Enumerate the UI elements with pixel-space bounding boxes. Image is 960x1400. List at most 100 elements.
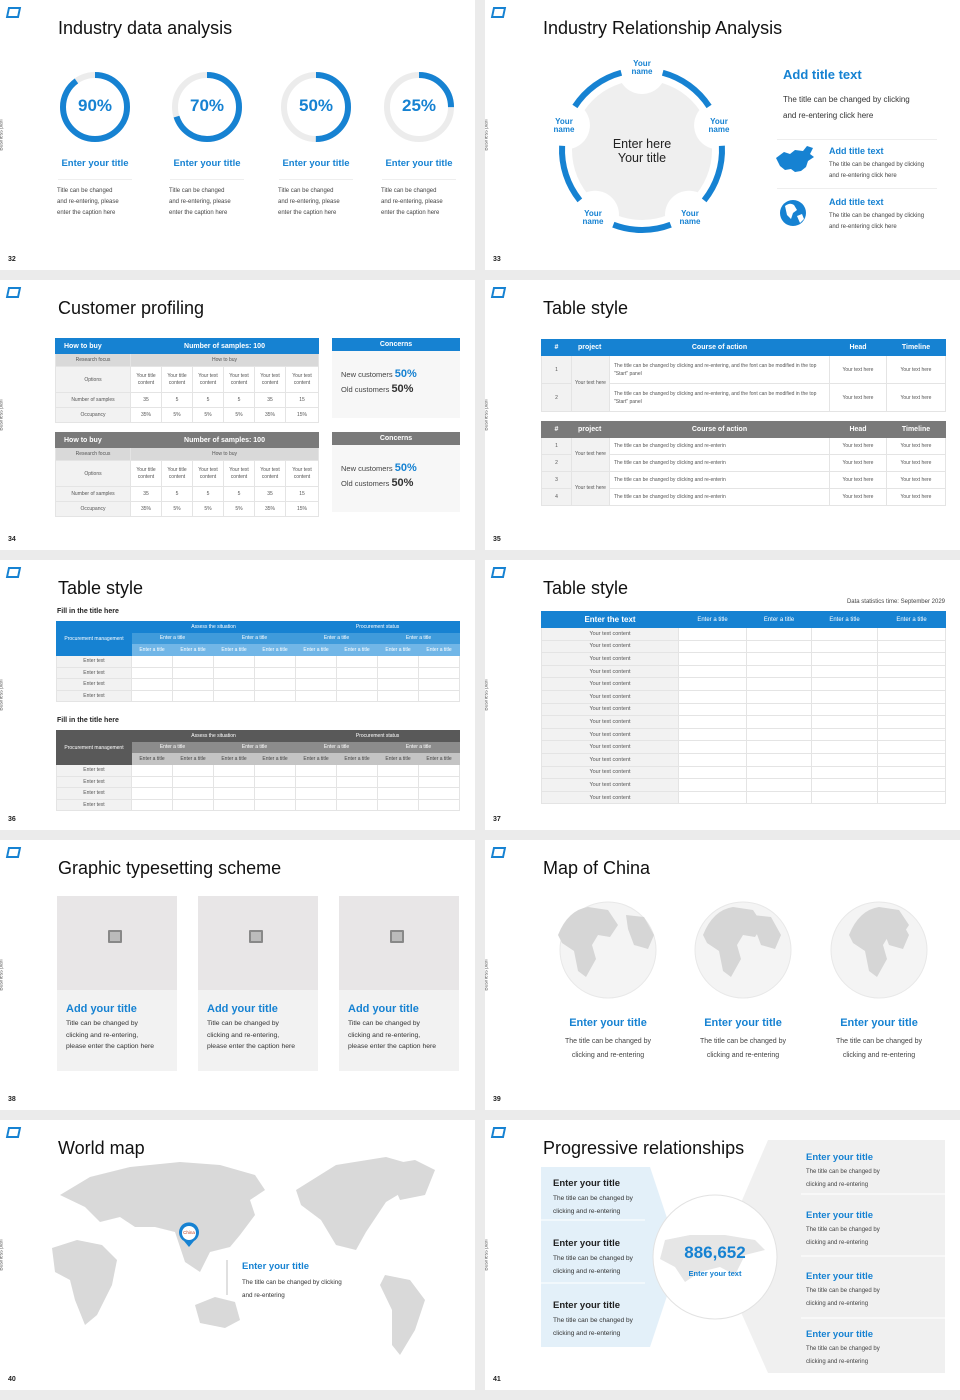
table-cell xyxy=(811,689,878,704)
table-cell xyxy=(877,727,946,742)
table-cell: 15% xyxy=(284,407,320,423)
item-text: The title can be changed by clicking and … xyxy=(548,1035,668,1063)
table-row: 2 The title can be changed by clicking an… xyxy=(541,454,946,472)
table-cell xyxy=(877,689,946,704)
table-cell xyxy=(253,775,297,788)
action-table: # project Course of action Head Timeline 1 You… xyxy=(541,339,946,412)
row-label: Number of samples xyxy=(55,392,131,408)
table-cell xyxy=(746,765,812,780)
slide-40[interactable]: Business plan 40 World map China Enter your … xyxy=(0,1120,475,1390)
table-cell xyxy=(746,627,812,641)
right-item-text: The title can be changed by clicking and … xyxy=(806,1285,880,1310)
node-cutout xyxy=(541,101,590,150)
table-cell xyxy=(253,655,297,668)
item-text: The title can be changed by clicking and … xyxy=(829,211,924,233)
table-cell xyxy=(377,787,420,800)
table-row: 4 The title can be changed by clicking an… xyxy=(541,488,946,506)
group-header: Assess the situation xyxy=(130,730,297,742)
table-cell xyxy=(131,787,173,800)
right-item-text: The title can be changed by clicking and … xyxy=(806,1166,880,1191)
slide-title: Table style xyxy=(543,578,629,598)
concerns-panel: Concerns New customers 50% Old customers 5… xyxy=(332,338,460,418)
table-row: Your text content xyxy=(541,778,946,792)
table-cell xyxy=(377,689,420,702)
row-number: 1 xyxy=(541,437,572,455)
slide-41[interactable]: Business plan 41 Progressive relationships… xyxy=(485,1120,960,1390)
table-cell xyxy=(811,790,878,805)
slide-38[interactable]: Business plan 38 Graphic typesetting schem… xyxy=(0,840,475,1110)
table-cell: 5 xyxy=(161,486,193,502)
table-cell xyxy=(877,639,946,654)
slide-34[interactable]: Business plan 34 Customer profiling How to … xyxy=(0,280,475,550)
item-title: Add title text xyxy=(829,197,884,207)
header-cell: Enter the text xyxy=(541,611,679,628)
page-number: 39 xyxy=(493,1096,501,1103)
table-cell xyxy=(253,787,297,800)
slide-39[interactable]: Business plan 39 Map of China Enter your ti… xyxy=(485,840,960,1110)
table-cell xyxy=(418,678,461,691)
header-cell: Course of action xyxy=(609,339,830,356)
table-row: Occupancy 35% 5% 5% 5% 35% 15% xyxy=(55,407,320,423)
table-cell: Your text content xyxy=(254,460,286,487)
ring-percent: 25% xyxy=(401,96,437,115)
sub-header: Enter a title xyxy=(336,752,379,765)
text-line: clicking and re-entering xyxy=(806,1181,869,1188)
main-text: The title can be changed by clicking and … xyxy=(783,92,910,124)
slide-36[interactable]: Business plan 36 Table style Fill in the ti… xyxy=(0,560,475,830)
text-line: The title can be changed by xyxy=(553,1255,633,1262)
page-number: 35 xyxy=(493,536,501,543)
table-cell xyxy=(811,740,878,754)
card-text: Title can be changed by clicking and re-e… xyxy=(66,1018,154,1053)
mini-map xyxy=(660,1235,765,1282)
image-placeholder xyxy=(198,896,318,990)
continent xyxy=(195,1297,240,1328)
continent xyxy=(60,1162,265,1272)
right-item-text: The title can be changed by clicking and … xyxy=(806,1343,880,1368)
table-cell xyxy=(811,627,878,641)
data-note: Data statistics time: September 2029 xyxy=(846,599,945,605)
row-number: 3 xyxy=(541,471,572,489)
old-customers: Old customers 50% xyxy=(341,383,413,395)
project-cell: Your text here xyxy=(571,471,610,506)
header-cell: Enter a title xyxy=(746,611,812,628)
table-cell xyxy=(678,639,747,654)
table-row: Enter text xyxy=(56,775,461,788)
sub-header: Enter a title xyxy=(212,741,297,753)
sub-header: Enter a title xyxy=(295,752,338,765)
table-row: Options Your title content Your title cont… xyxy=(55,460,320,487)
cycle-arc xyxy=(661,69,712,109)
timeline-cell: Your text here xyxy=(886,454,946,472)
table-cell xyxy=(678,627,747,641)
table-row: Options Your title content Your title cont… xyxy=(55,366,320,393)
table-cell xyxy=(295,764,338,777)
node-label: Your name xyxy=(617,60,667,76)
table-cell xyxy=(295,655,338,668)
table-cell: 5% xyxy=(192,501,224,517)
head-cell: Your text here xyxy=(829,437,887,455)
text-line: and re-entering click here xyxy=(829,224,897,230)
text-line: clicking and re-entering xyxy=(842,1052,916,1059)
new-customers: New customers 50% xyxy=(341,462,417,474)
node-label: Your name xyxy=(665,210,715,226)
action-cell: The title can be changed by clicking and… xyxy=(609,383,830,412)
node-cutout xyxy=(570,190,619,239)
table-cell xyxy=(418,787,461,800)
card: Add your title Title can be changed by cli… xyxy=(57,896,177,1071)
slide-37[interactable]: Business plan 37 Table style Data statistic… xyxy=(485,560,960,830)
slide-32[interactable]: Business plan 32 Industry data analysis 90%… xyxy=(0,0,475,270)
slide-33[interactable]: Business plan 33 Industry Relationship Ana… xyxy=(485,0,960,270)
table-subtitle: Fill in the title here xyxy=(57,608,119,615)
table-cell: 35% xyxy=(130,501,162,517)
header-cell: Number of samples: 100 xyxy=(129,432,320,448)
table-cell xyxy=(295,689,338,702)
table-cell xyxy=(172,775,214,788)
research-value: How to buy xyxy=(129,447,320,461)
row-label: Your text content xyxy=(541,727,679,742)
table-cell xyxy=(811,715,878,729)
table-row: Your text content xyxy=(541,790,946,805)
table-cell xyxy=(253,798,297,811)
table-cell: Your text content xyxy=(223,366,255,393)
ring-progress xyxy=(384,72,454,142)
table-cell xyxy=(811,677,878,691)
slide-35[interactable]: Business plan 35 Table style # project Course… xyxy=(485,280,960,550)
